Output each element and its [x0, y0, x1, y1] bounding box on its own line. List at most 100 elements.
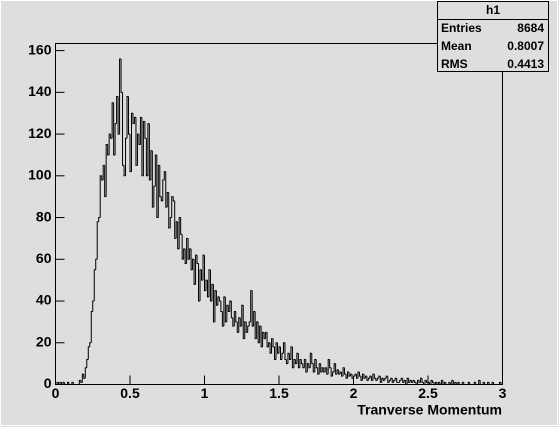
bin [187, 238, 190, 260]
bin [215, 290, 218, 306]
x-tick-label: 2 [350, 385, 358, 401]
bin [223, 296, 226, 327]
stats-frame [437, 1, 549, 72]
bin [284, 342, 287, 360]
bin [445, 382, 448, 385]
bin [461, 381, 464, 385]
bin [160, 196, 163, 202]
bin [424, 379, 427, 385]
bin [378, 375, 381, 379]
bin [144, 121, 147, 139]
bin [174, 200, 177, 239]
bin [305, 359, 308, 373]
bin [250, 290, 253, 322]
bin [500, 382, 503, 385]
bin [233, 310, 236, 327]
bin [294, 359, 297, 365]
bin [409, 379, 412, 383]
bin [479, 380, 482, 385]
bin [499, 381, 502, 385]
x-tick-label: 2.5 [418, 385, 438, 401]
bin [183, 248, 186, 260]
bin [414, 380, 417, 383]
bin [440, 379, 443, 385]
bin [248, 321, 251, 327]
bin [68, 382, 71, 385]
stats-box: h1 Entries 8684 Mean 0.8007 RMS 0.4413 [437, 1, 549, 72]
bin [332, 371, 335, 377]
x-tick-label: 1 [201, 385, 209, 401]
bin [484, 382, 487, 385]
bin [239, 317, 242, 327]
bin [487, 381, 490, 385]
bin [454, 381, 457, 385]
bin [87, 346, 90, 360]
bin [126, 96, 129, 139]
bin [400, 377, 403, 381]
stats-value: 8684 [517, 21, 544, 35]
bin [260, 326, 263, 348]
y-tick-label: 80 [36, 208, 52, 224]
bin [156, 154, 159, 219]
bin [262, 331, 265, 347]
bin [232, 317, 235, 327]
bin [327, 358, 330, 375]
bin [303, 358, 306, 368]
bin [198, 263, 201, 302]
bin [478, 379, 481, 385]
bin [98, 217, 101, 222]
bin [291, 346, 294, 369]
bin [403, 379, 406, 383]
bin [120, 58, 123, 93]
bin [488, 382, 491, 385]
bin [394, 377, 397, 381]
stats-label: Mean [441, 39, 472, 53]
bin [122, 92, 125, 166]
x-tick-label: 3 [499, 385, 507, 401]
bin [247, 325, 250, 333]
bin [251, 290, 254, 327]
bin [129, 134, 132, 173]
y-tick-label: 60 [36, 250, 52, 266]
bin [189, 248, 192, 260]
bin [217, 296, 220, 306]
bin [123, 165, 126, 177]
bin [430, 379, 433, 385]
bin [426, 380, 428, 383]
bin [139, 116, 142, 145]
bin [293, 358, 296, 368]
bin [95, 258, 98, 270]
bin [81, 373, 84, 383]
bin [78, 379, 81, 385]
bin [296, 352, 299, 364]
bin [467, 381, 470, 385]
bin [323, 367, 326, 373]
bin [214, 290, 217, 322]
bin [299, 358, 302, 368]
bin [209, 269, 212, 302]
bin [113, 102, 116, 156]
y-tick-label: 20 [36, 333, 52, 349]
bin [491, 381, 494, 385]
bin [457, 381, 460, 385]
bin [107, 144, 110, 156]
bin [62, 381, 65, 385]
bin [145, 138, 148, 177]
bin [421, 378, 424, 383]
bin [451, 379, 454, 385]
bin [271, 338, 274, 354]
bin [361, 373, 364, 381]
x-tick-label: 0 [52, 385, 60, 401]
y-tick-label: 100 [28, 167, 52, 183]
y-tick-label: 40 [36, 292, 52, 308]
y-tick-label: 120 [28, 125, 52, 141]
bin [92, 300, 95, 312]
bin [312, 363, 315, 373]
bin [482, 381, 485, 385]
bin [344, 367, 347, 375]
bin [469, 382, 472, 385]
bin [105, 144, 108, 197]
bin [314, 358, 317, 372]
